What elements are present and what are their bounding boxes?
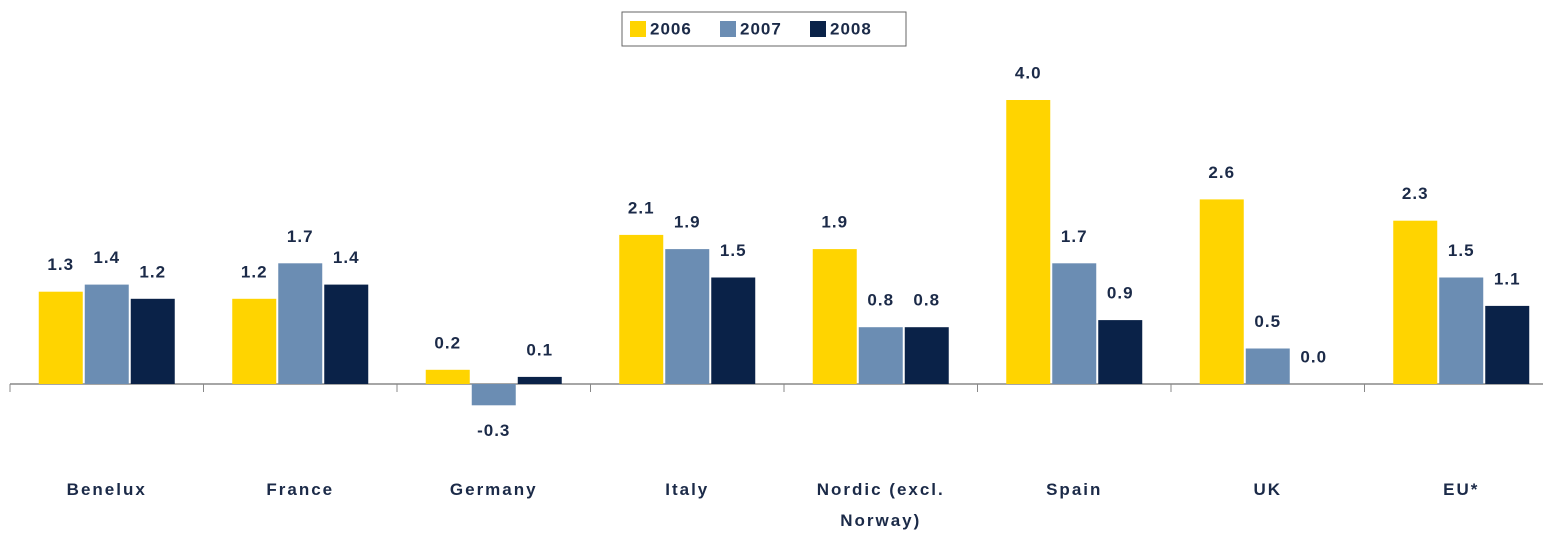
bar xyxy=(1098,320,1143,384)
value-label: 1.3 xyxy=(47,255,74,274)
value-label: 1.4 xyxy=(333,248,360,267)
bar xyxy=(858,327,903,384)
value-label: 1.9 xyxy=(821,213,848,232)
value-label: 2.6 xyxy=(1208,163,1235,182)
bar xyxy=(1052,263,1097,384)
bar xyxy=(1393,220,1438,384)
legend-label: 2007 xyxy=(740,19,782,38)
bar xyxy=(665,249,710,384)
bar xyxy=(425,369,470,384)
value-label: 0.5 xyxy=(1254,312,1281,331)
bar xyxy=(711,277,756,384)
value-label: 2.3 xyxy=(1402,184,1429,203)
value-label: 0.9 xyxy=(1107,284,1134,303)
bar xyxy=(232,298,277,384)
x-tick-label: EU* xyxy=(1443,480,1480,499)
bar xyxy=(904,327,949,384)
bar xyxy=(1485,305,1530,384)
legend-swatch xyxy=(630,21,646,37)
x-tick-label: Germany xyxy=(449,480,538,499)
legend-swatch xyxy=(720,21,736,37)
x-tick-label: Spain xyxy=(1046,480,1103,499)
value-label: 1.4 xyxy=(93,248,120,267)
value-label: 1.9 xyxy=(674,213,701,232)
value-label: 1.1 xyxy=(1494,269,1521,288)
value-label: -0.3 xyxy=(477,421,510,440)
x-tick-label: France xyxy=(266,480,335,499)
bar xyxy=(1245,348,1290,384)
value-label: 2.1 xyxy=(628,198,655,217)
legend-box xyxy=(621,11,907,47)
value-label: 1.5 xyxy=(1448,241,1475,260)
value-label: 1.5 xyxy=(720,241,747,260)
bar xyxy=(471,384,516,406)
bar xyxy=(619,234,664,384)
value-label: 1.2 xyxy=(241,262,268,281)
bar xyxy=(1199,199,1244,384)
value-label: 1.7 xyxy=(1061,227,1088,246)
bar xyxy=(1006,100,1051,384)
bar xyxy=(278,263,323,384)
bar xyxy=(1439,277,1484,384)
value-label: 0.1 xyxy=(526,340,553,359)
value-label: 0.2 xyxy=(434,333,461,352)
value-label: 1.2 xyxy=(139,262,166,281)
bar xyxy=(84,284,129,384)
value-label: 1.7 xyxy=(287,227,314,246)
bar xyxy=(812,249,857,384)
value-label: 0.8 xyxy=(913,291,940,310)
x-tick-label: UK xyxy=(1253,480,1283,499)
bar xyxy=(130,298,175,384)
value-label: 4.0 xyxy=(1015,63,1042,82)
legend-label: 2008 xyxy=(830,19,872,38)
x-tick-label: Nordic (excl. Norway) xyxy=(816,480,945,530)
bar xyxy=(38,291,83,384)
bar xyxy=(324,284,369,384)
legend-swatch xyxy=(810,21,826,37)
value-label: 0.0 xyxy=(1300,347,1327,366)
x-tick-label: Benelux xyxy=(66,480,147,499)
bar xyxy=(517,376,562,384)
x-tick-label: Italy xyxy=(665,480,710,499)
value-label: 0.8 xyxy=(867,291,894,310)
legend-label: 2006 xyxy=(650,19,692,38)
